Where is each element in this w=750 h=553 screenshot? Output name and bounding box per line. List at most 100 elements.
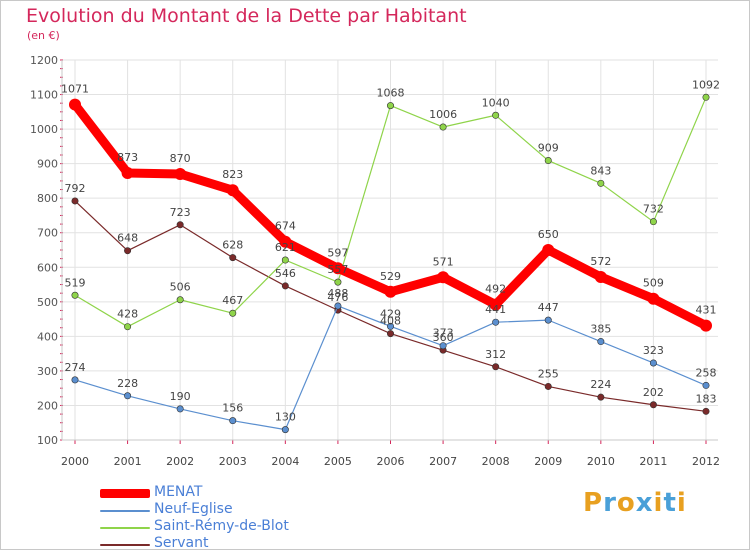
data-point [702,407,710,415]
data-label: 506 [170,281,191,294]
x-tick-label: 2008 [482,455,510,468]
data-point [647,292,660,305]
data-point [226,184,239,197]
data-label: 572 [590,255,611,268]
legend-swatch-neuf-eglise [100,510,150,512]
x-tick-label: 2009 [534,455,562,468]
data-label: 255 [538,367,559,380]
data-point [229,417,237,425]
data-point [121,166,134,179]
y-tick-label: 1000 [30,123,58,136]
data-point [69,98,81,111]
y-tick-label: 100 [37,434,58,447]
data-point [439,342,447,350]
data-label: 792 [65,182,86,195]
data-point [597,179,605,187]
data-label: 274 [65,361,86,374]
data-point [384,285,397,298]
data-label: 441 [485,303,506,316]
x-tick-label: 2005 [324,455,352,468]
logo-letter: t [663,488,677,518]
data-point [489,298,502,311]
legend-label-saint-remy: Saint-Rémy-de-Blot [154,518,289,534]
data-point [597,338,605,346]
data-point [124,392,132,400]
data-point [71,376,79,384]
data-label: 202 [643,386,664,399]
data-label: 823 [222,168,243,181]
data-point [281,256,289,264]
data-point [597,393,605,401]
legend-label-neuf-eglise: Neuf-Eglise [154,501,233,517]
x-tick-label: 2000 [61,455,89,468]
data-point [700,319,712,332]
data-point [439,123,447,131]
data-label: 360 [433,331,454,344]
data-label: 628 [222,239,243,252]
data-label: 467 [222,294,243,307]
logo-letter: P [583,488,604,518]
data-label: 1006 [429,108,457,121]
y-tick-label: 700 [37,227,58,240]
legend-swatch-menat [100,489,150,498]
data-point [544,316,552,324]
data-point [334,278,342,286]
data-label: 431 [696,304,717,317]
data-label: 873 [117,151,138,164]
data-label: 621 [275,241,296,254]
y-tick-label: 600 [37,261,58,274]
logo-letter: r [603,488,617,518]
data-label: 312 [485,348,506,361]
data-label: 870 [170,152,191,165]
data-point [649,218,657,226]
data-label: 571 [433,255,454,268]
data-label: 650 [538,228,559,241]
unit-label: (en €) [27,29,60,42]
logo-letter: i [676,488,687,518]
data-label: 447 [538,301,559,314]
data-label: 557 [327,263,348,276]
data-label: 519 [65,276,86,289]
data-point [279,235,292,248]
data-point [229,309,237,317]
data-label: 732 [643,203,664,216]
data-point [71,291,79,299]
logo-letter: i [653,488,664,518]
y-tick-label: 800 [37,192,58,205]
y-tick-label: 1100 [30,89,58,102]
y-tick-label: 500 [37,296,58,309]
data-point [71,197,79,205]
data-label: 1071 [61,83,89,96]
x-tick-label: 2010 [587,455,615,468]
proxiti-logo: Proxiti [583,488,687,518]
data-point [386,330,394,338]
x-tick-label: 2001 [114,455,142,468]
data-point [124,247,132,255]
data-label: 546 [275,267,296,280]
data-point [174,168,187,180]
data-point [386,102,394,110]
y-tick-label: 200 [37,399,58,412]
data-label: 529 [380,270,401,283]
x-tick-label: 2011 [639,455,667,468]
data-label: 373 [433,327,454,340]
data-label: 428 [117,308,138,321]
data-label: 183 [696,392,717,405]
data-label: 909 [538,142,559,155]
data-point [176,221,184,229]
legend-swatch-servant [100,544,150,546]
data-point [492,318,500,326]
data-point [176,296,184,304]
logo-letter: o [616,488,636,518]
y-tick-label: 300 [37,365,58,378]
data-label: 674 [275,220,296,233]
data-label: 509 [643,277,664,290]
data-label: 492 [485,283,506,296]
x-tick-label: 2012 [692,455,720,468]
data-point [544,382,552,390]
data-point [281,426,289,434]
data-label: 258 [696,366,717,379]
data-label: 597 [327,246,348,259]
data-label: 408 [380,315,401,328]
x-tick-label: 2004 [271,455,299,468]
